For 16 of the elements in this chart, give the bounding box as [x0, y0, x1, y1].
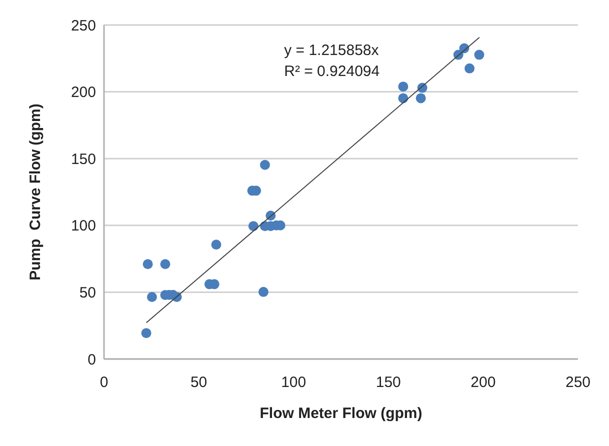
annotation: y = 1.215858x	[284, 42, 380, 59]
y-tick-label: 100	[70, 218, 96, 235]
y-tick-label: 200	[70, 84, 96, 102]
y-tick-label: 250	[70, 17, 96, 34]
x-axis-title: Flow Meter Flow (gpm)	[260, 405, 422, 422]
x-tick-label: 250	[565, 374, 591, 391]
y-tick-label: 150	[70, 150, 96, 168]
x-tick-label: 100	[281, 374, 306, 391]
y-tick-label: 50	[79, 284, 96, 302]
x-tick-label: 0	[100, 374, 108, 391]
x-tick-label: 50	[190, 374, 208, 391]
annotation: R² = 0.924094	[284, 63, 380, 80]
y-tick-label: 0	[88, 351, 96, 368]
x-tick-label: 150	[376, 374, 401, 391]
y-axis-title: Pump Curve Flow (gpm)	[27, 104, 44, 280]
x-tick-label: 200	[470, 374, 496, 391]
